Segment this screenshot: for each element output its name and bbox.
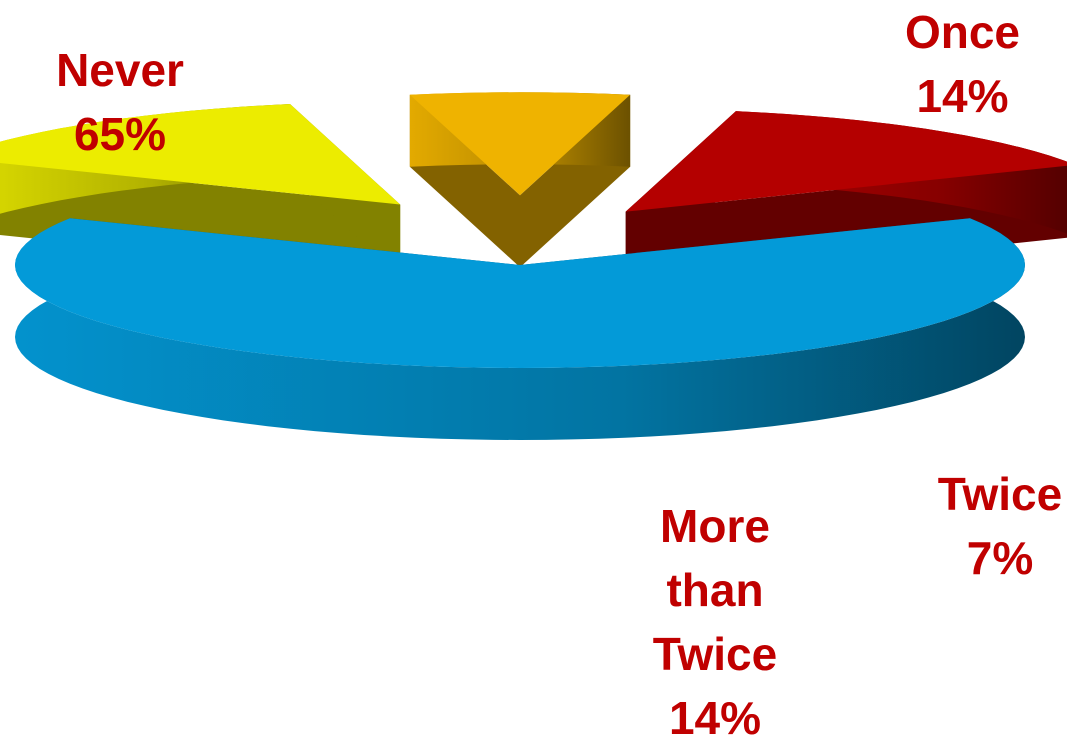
slice-label-once: Once bbox=[904, 6, 1021, 58]
slice-value-once: 14% bbox=[916, 70, 1009, 122]
data-label-once: Once 14% bbox=[880, 0, 1045, 128]
slice-label-more-line1: More bbox=[660, 500, 770, 552]
slice-value-twice: 7% bbox=[966, 532, 1034, 584]
slice-value-more: 14% bbox=[668, 692, 762, 744]
pie-slice-never bbox=[15, 218, 1025, 440]
data-label-more-than-twice: More than Twice 14% bbox=[620, 494, 810, 750]
slice-label-never: Never bbox=[56, 44, 184, 96]
pie-slice-twice bbox=[409, 92, 631, 268]
slice-value-never: 65% bbox=[73, 108, 167, 160]
data-label-twice: Twice 7% bbox=[920, 462, 1067, 590]
slice-label-twice: Twice bbox=[937, 468, 1063, 520]
data-label-never: Never 65% bbox=[35, 38, 205, 166]
slice-label-more-line3: Twice bbox=[652, 628, 778, 680]
slice-label-more-line2: than bbox=[666, 564, 764, 616]
